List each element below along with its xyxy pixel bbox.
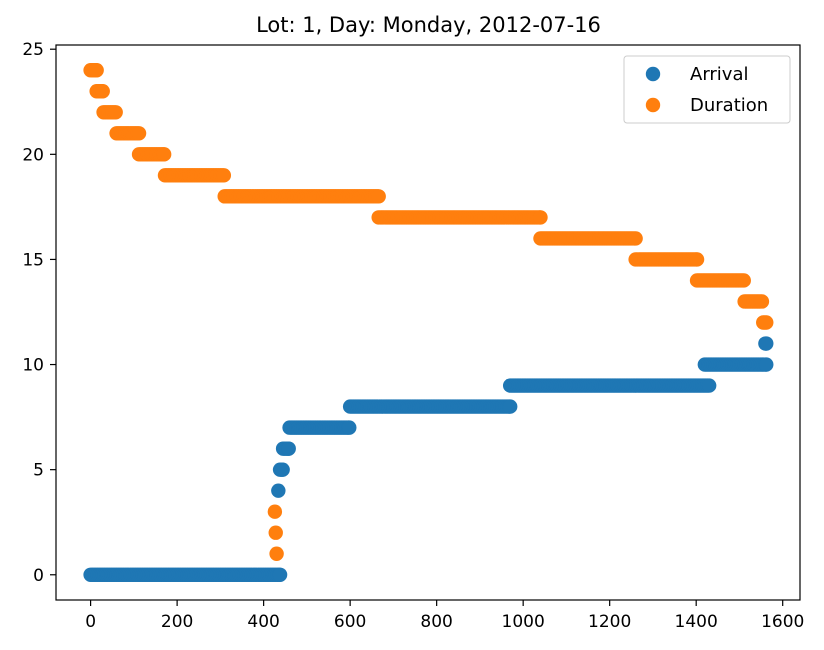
x-tick-label: 1200	[588, 612, 631, 632]
x-tick-label: 800	[420, 612, 452, 632]
data-point	[759, 357, 774, 372]
y-tick-label: 5	[33, 461, 44, 481]
data-point	[89, 63, 104, 78]
data-point	[275, 462, 290, 477]
data-point	[759, 336, 774, 351]
data-point	[269, 546, 284, 561]
data-point	[701, 378, 717, 393]
chart-title: Lot: 1, Day: Monday, 2012-07-16	[256, 13, 601, 37]
data-point	[759, 315, 774, 330]
series-duration	[83, 63, 774, 561]
data-point	[95, 84, 110, 99]
series-arrival	[83, 336, 774, 582]
x-tick-label: 0	[85, 612, 96, 632]
axes: 0 200 400 600 800 1000 1200 1400 1600 0 5 10 15 20 25	[22, 40, 804, 632]
data-point	[371, 189, 386, 204]
data-point	[754, 294, 770, 309]
legend-label-arrival: Arrival	[690, 64, 748, 85]
data-point	[271, 483, 286, 498]
legend-label-duration: Duration	[690, 95, 768, 116]
x-tick-label: 200	[161, 612, 193, 632]
legend: Arrival Duration	[623, 55, 791, 124]
marks	[83, 63, 774, 582]
y-tick-label: 15	[22, 250, 44, 270]
data-point	[268, 525, 283, 540]
y-tick-label: 10	[22, 356, 44, 376]
data-point	[502, 399, 518, 414]
x-tick-label: 1400	[675, 612, 718, 632]
data-point	[533, 210, 548, 225]
legend-marker-duration	[645, 97, 661, 113]
data-point	[267, 504, 283, 519]
data-point	[281, 441, 296, 456]
data-point	[272, 567, 288, 582]
data-point	[736, 273, 751, 288]
legend-box	[623, 55, 791, 124]
y-tick-label: 20	[22, 145, 44, 165]
x-tick-label: 600	[334, 612, 366, 632]
x-tick-label: 1000	[502, 612, 545, 632]
x-tick-label: 1600	[761, 612, 804, 632]
plot-frame	[55, 44, 801, 601]
y-tick-label: 0	[33, 566, 44, 586]
data-point	[342, 420, 357, 435]
data-point	[689, 252, 705, 267]
data-point	[216, 168, 232, 183]
data-point	[628, 231, 643, 246]
data-point	[131, 126, 147, 141]
y-tick-label: 25	[22, 40, 44, 60]
legend-marker-arrival	[645, 66, 661, 82]
x-tick-label: 400	[247, 612, 279, 632]
data-point	[108, 105, 123, 120]
data-point	[156, 147, 172, 162]
